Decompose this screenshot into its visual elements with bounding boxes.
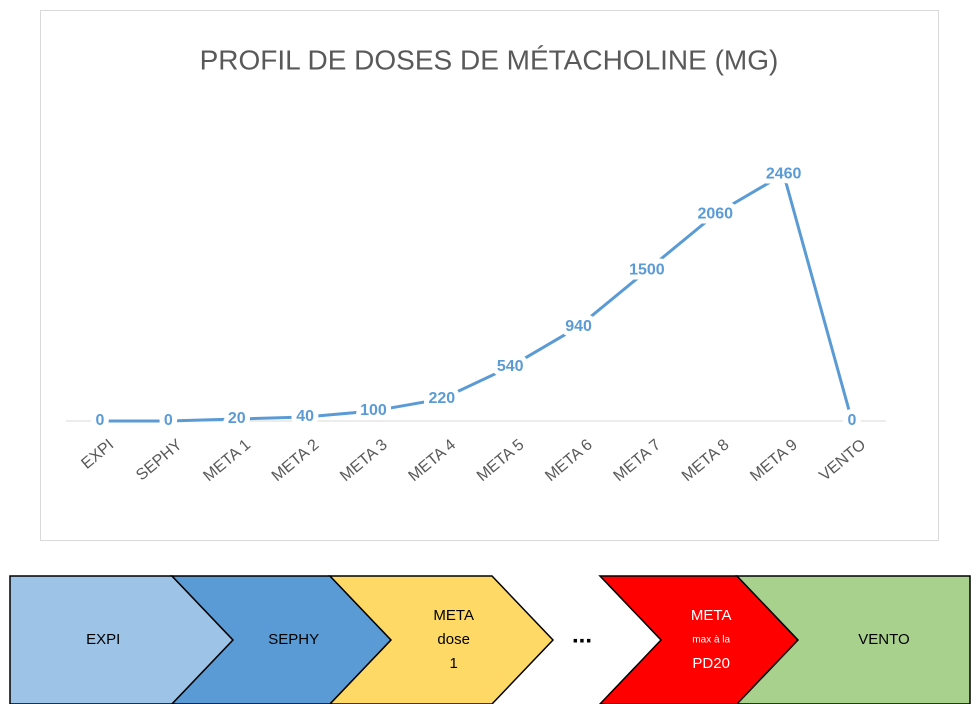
data-label: 40 [296, 408, 314, 425]
step-label: 1 [450, 655, 458, 672]
data-label: 540 [497, 358, 524, 375]
data-label: 100 [360, 402, 387, 419]
step-label: dose [437, 631, 470, 648]
data-label: 0 [96, 412, 105, 429]
ellipsis: ... [572, 621, 592, 648]
data-label: 0 [848, 412, 857, 429]
step-label: max à la [692, 635, 730, 646]
data-label: 220 [428, 390, 455, 407]
process-step [735, 575, 971, 704]
data-label: 0 [164, 412, 173, 429]
chart-frame [40, 10, 939, 541]
step-label: PD20 [692, 655, 730, 672]
step-label: EXPI [86, 631, 120, 648]
data-line [100, 172, 854, 423]
data-label: 20 [228, 410, 246, 427]
data-label: 1500 [629, 262, 665, 279]
process-step [328, 575, 555, 704]
data-label: 2060 [697, 205, 733, 222]
step-label: META [691, 607, 732, 624]
data-label: 940 [565, 318, 592, 335]
step-label: SEPHY [268, 631, 319, 648]
step-label: META [433, 607, 474, 624]
chart-title: PROFIL DE DOSES DE MÉTACHOLINE (MG) [200, 44, 779, 75]
data-label: 2460 [766, 165, 802, 182]
step-label: VENTO [858, 631, 909, 648]
